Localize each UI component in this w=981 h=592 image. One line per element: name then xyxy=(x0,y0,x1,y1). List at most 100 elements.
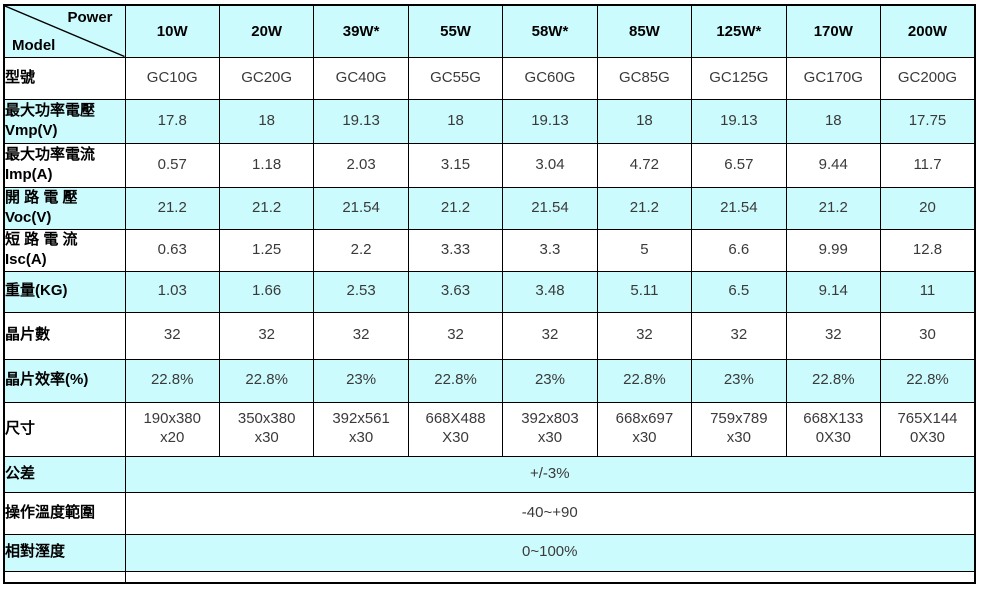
value-cell: 3.15 xyxy=(407,142,504,188)
value-cell: 19.13 xyxy=(691,98,787,144)
value-cell: 21.2 xyxy=(124,186,220,230)
value-cell: 23% xyxy=(502,358,598,403)
merged-value-cell: 0~100% xyxy=(124,533,976,572)
value-cell: GC10G xyxy=(124,56,220,100)
value-cell: 23% xyxy=(691,358,787,403)
value-cell: 3.3 xyxy=(502,228,598,272)
row-label-cell: 開 路 電 壓 Voc(V) xyxy=(3,186,126,230)
value-cell: 21.2 xyxy=(407,186,504,230)
value-cell: 22.8% xyxy=(218,358,315,403)
value-cell: 17.8 xyxy=(124,98,220,144)
value-cell: 32 xyxy=(218,311,315,360)
corner-power-label: Power xyxy=(67,9,113,26)
value-cell: 765X144 0X30 xyxy=(880,401,976,457)
value-cell: 20 xyxy=(880,186,976,230)
row-label-cell: 最大功率電流 Imp(A) xyxy=(3,142,126,188)
row-label-cell: 最大功率電壓 Vmp(V) xyxy=(3,98,126,144)
value-cell: 22.8% xyxy=(124,358,220,403)
row-label-cell: 晶片效率(%) xyxy=(3,358,126,403)
cutoff-label-cell xyxy=(3,570,126,583)
value-cell: GC60G xyxy=(502,56,598,100)
value-cell: GC85G xyxy=(596,56,693,100)
table-header-row: Power Model 10W 20W 39W* 55W 58W* 85W 125W* 170W 2… xyxy=(3,4,976,58)
value-cell: GC200G xyxy=(880,56,976,100)
value-cell: 4.72 xyxy=(596,142,693,188)
value-cell: 668x697 x30 xyxy=(596,401,693,457)
value-cell: 12.8 xyxy=(880,228,976,272)
power-column-header: 10W xyxy=(124,4,220,58)
value-cell: 3.33 xyxy=(407,228,504,272)
row-label-cell: 公差 xyxy=(3,455,126,493)
row-label-cell: 型號 xyxy=(3,56,126,100)
power-column-header: 170W xyxy=(785,4,882,58)
value-cell: 21.2 xyxy=(218,186,315,230)
solar-panel-spec-table: Power Model 10W 20W 39W* 55W 58W* 85W 125W* 170W 2… xyxy=(3,4,976,584)
value-cell: 32 xyxy=(124,311,220,360)
table-row: 晶片效率(%) 22.8% 22.8% 23% 22.8% 23% 22.8% 23% 22.8… xyxy=(3,358,976,403)
value-cell: 392x803 x30 xyxy=(502,401,598,457)
value-cell: 21.2 xyxy=(596,186,693,230)
value-cell: 2.2 xyxy=(313,228,409,272)
value-cell: 22.8% xyxy=(407,358,504,403)
value-cell: 350x380 x30 xyxy=(218,401,315,457)
value-cell: 11 xyxy=(880,270,976,313)
value-cell: 6.6 xyxy=(691,228,787,272)
value-cell: 23% xyxy=(313,358,409,403)
value-cell: 32 xyxy=(502,311,598,360)
value-cell: 759x789 x30 xyxy=(691,401,787,457)
value-cell: 0.63 xyxy=(124,228,220,272)
value-cell: 32 xyxy=(596,311,693,360)
value-cell: 21.54 xyxy=(313,186,409,230)
value-cell: 32 xyxy=(407,311,504,360)
value-cell: 6.5 xyxy=(691,270,787,313)
value-cell: 2.03 xyxy=(313,142,409,188)
value-cell: 0.57 xyxy=(124,142,220,188)
value-cell: 18 xyxy=(407,98,504,144)
value-cell: 32 xyxy=(691,311,787,360)
cutoff-value-cell xyxy=(124,570,976,583)
value-cell: 21.2 xyxy=(785,186,882,230)
value-cell: 32 xyxy=(785,311,882,360)
value-cell: 30 xyxy=(880,311,976,360)
merged-value-cell: +/-3% xyxy=(124,455,976,493)
value-cell: 9.99 xyxy=(785,228,882,272)
value-cell: GC170G xyxy=(785,56,882,100)
power-column-header: 55W xyxy=(407,4,504,58)
table-row: 重量(KG) 1.03 1.66 2.53 3.63 3.48 5.11 6.5 9.14 11 xyxy=(3,270,976,313)
row-label-cell: 短 路 電 流 Isc(A) xyxy=(3,228,126,272)
value-cell: 21.54 xyxy=(691,186,787,230)
value-cell: 22.8% xyxy=(880,358,976,403)
power-column-header: 125W* xyxy=(691,4,787,58)
table-row: 相對溼度 0~100% xyxy=(3,533,976,572)
value-cell: 392x561 x30 xyxy=(313,401,409,457)
value-cell: 5.11 xyxy=(596,270,693,313)
table-row: 短 路 電 流 Isc(A) 0.63 1.25 2.2 3.33 3.3 5 6.6 9.99… xyxy=(3,228,976,272)
cutoff-partial-row xyxy=(3,570,976,583)
value-cell: 18 xyxy=(785,98,882,144)
value-cell: 5 xyxy=(596,228,693,272)
value-cell: 1.25 xyxy=(218,228,315,272)
diagonal-divider-line xyxy=(5,6,125,57)
value-cell: 6.57 xyxy=(691,142,787,188)
value-cell: 32 xyxy=(313,311,409,360)
table-row: 尺寸 190x380 x20 350x380 x30 392x561 x30 668X4… xyxy=(3,401,976,457)
table-row: 晶片數 32 32 32 32 32 32 32 32 30 xyxy=(3,311,976,360)
value-cell: 9.44 xyxy=(785,142,882,188)
value-cell: 3.04 xyxy=(502,142,598,188)
value-cell: GC125G xyxy=(691,56,787,100)
value-cell: 11.7 xyxy=(880,142,976,188)
value-cell: 22.8% xyxy=(785,358,882,403)
value-cell: 1.03 xyxy=(124,270,220,313)
power-column-header: 20W xyxy=(218,4,315,58)
row-label-cell: 重量(KG) xyxy=(3,270,126,313)
table-row: 開 路 電 壓 Voc(V) 21.2 21.2 21.54 21.2 21.54 21.2… xyxy=(3,186,976,230)
value-cell: GC20G xyxy=(218,56,315,100)
table-row: 操作溫度範圍 -40~+90 xyxy=(3,491,976,535)
value-cell: 19.13 xyxy=(502,98,598,144)
power-model-corner-cell: Power Model xyxy=(3,4,126,58)
value-cell: 3.48 xyxy=(502,270,598,313)
value-cell: 1.18 xyxy=(218,142,315,188)
power-column-header: 85W xyxy=(596,4,693,58)
row-label-cell: 晶片數 xyxy=(3,311,126,360)
value-cell: 1.66 xyxy=(218,270,315,313)
